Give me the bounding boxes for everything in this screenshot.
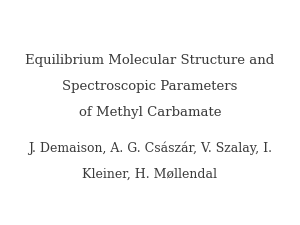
Text: of Methyl Carbamate: of Methyl Carbamate [79, 106, 221, 119]
Text: Equilibrium Molecular Structure and: Equilibrium Molecular Structure and [26, 54, 275, 67]
Text: Kleiner, H. Møllendal: Kleiner, H. Møllendal [82, 168, 218, 181]
Text: Spectroscopic Parameters: Spectroscopic Parameters [62, 80, 238, 93]
Text: J. Demaison, A. G. Császár, V. Szalay, I.: J. Demaison, A. G. Császár, V. Szalay, I… [28, 142, 272, 155]
